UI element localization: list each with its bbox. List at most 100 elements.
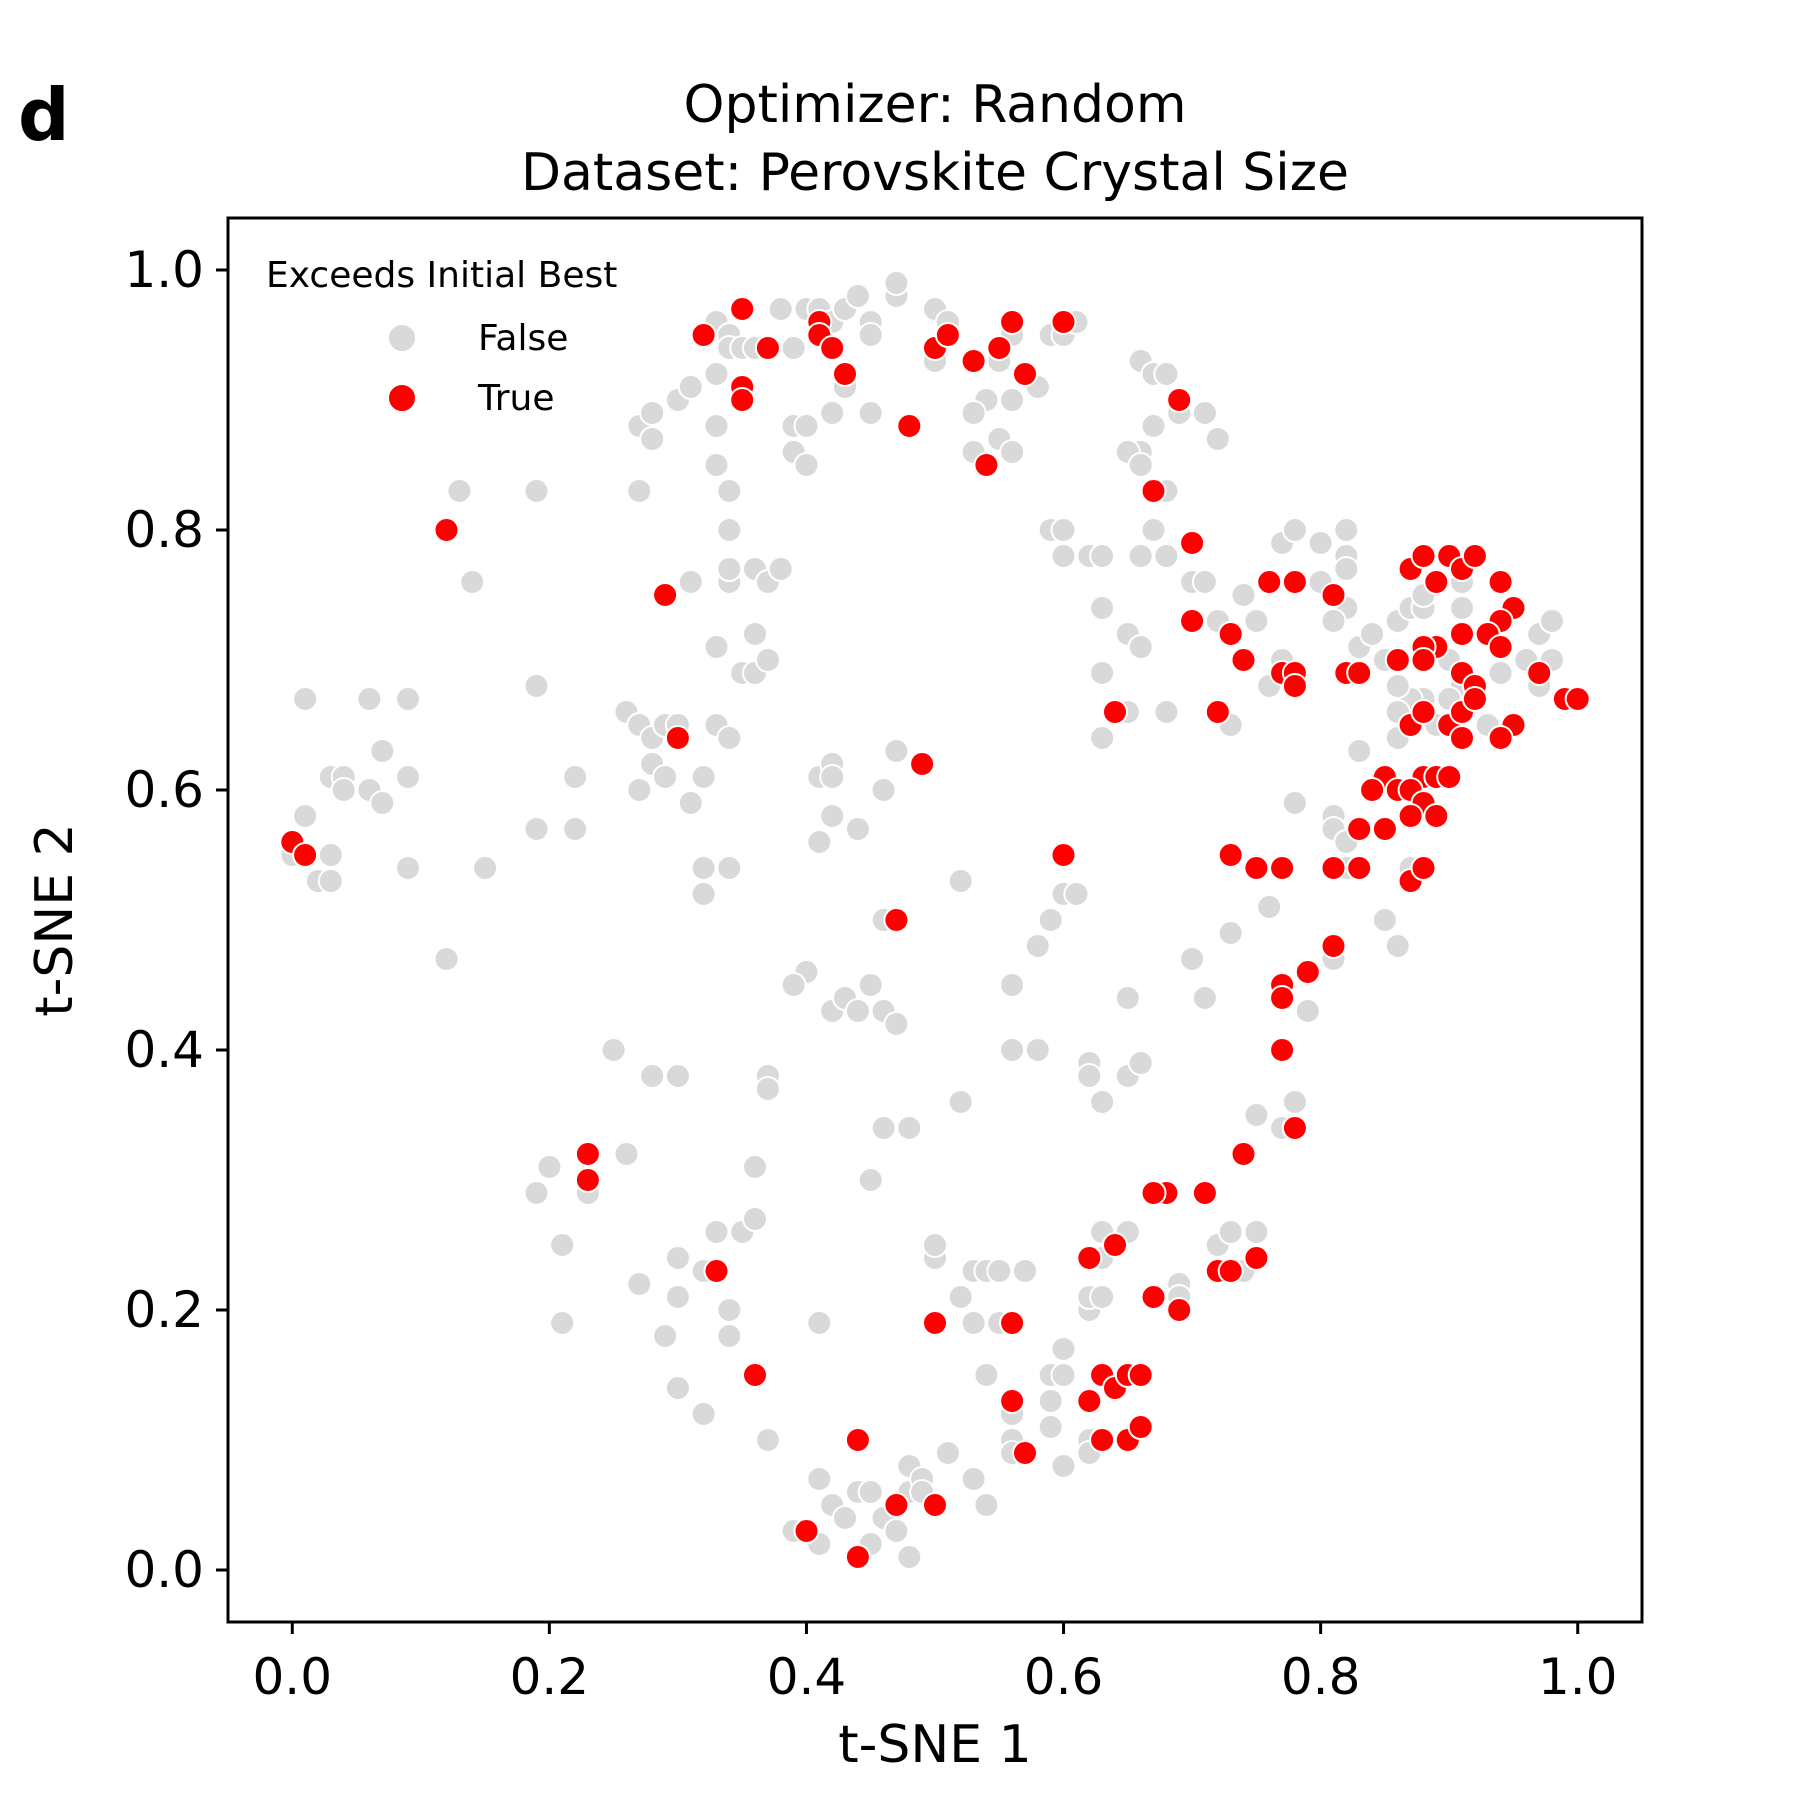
point-false-50	[742, 621, 768, 647]
point-false-250	[716, 1323, 743, 1349]
point-true-75	[1436, 764, 1463, 790]
point-false-293	[1037, 1414, 1064, 1440]
point-true-71	[1359, 777, 1386, 803]
point-true-39	[1050, 842, 1077, 868]
x-tick-label-5: 1.0	[1538, 1648, 1618, 1706]
point-false-143	[1359, 621, 1386, 647]
point-false-242	[703, 1219, 730, 1245]
point-true-17	[973, 452, 1000, 478]
point-false-16	[472, 855, 499, 881]
point-false-217	[819, 764, 846, 790]
point-false-121	[1191, 569, 1218, 595]
point-false-76	[883, 270, 910, 296]
point-true-90	[1294, 959, 1321, 985]
point-true-25	[1179, 608, 1206, 634]
point-true-88	[1269, 855, 1296, 881]
point-false-15	[395, 855, 421, 881]
point-false-259	[806, 1466, 833, 1492]
point-false-94	[960, 400, 987, 426]
point-true-79	[1397, 803, 1424, 829]
point-false-170	[1487, 660, 1514, 686]
point-false-210	[896, 1115, 923, 1141]
point-true-86	[1217, 842, 1244, 868]
point-true-24	[1179, 530, 1206, 556]
point-true-101	[1140, 1284, 1167, 1310]
point-true-92	[1269, 985, 1296, 1011]
point-true-22	[1166, 387, 1193, 413]
point-false-55	[677, 374, 704, 400]
chart-title-line-2: Dataset: Perovskite Crystal Size	[521, 143, 1349, 203]
point-false-241	[742, 1206, 768, 1232]
point-false-104	[1140, 413, 1167, 439]
point-true-63	[1410, 699, 1437, 725]
point-true-78	[1423, 803, 1450, 829]
point-true-67	[1449, 725, 1475, 751]
point-true-96	[1191, 1180, 1218, 1206]
point-false-254	[754, 1427, 781, 1453]
y-tick-label-4: 0.8	[124, 501, 204, 559]
point-false-285	[973, 1362, 1000, 1388]
point-false-19	[523, 478, 550, 504]
legend: Exceeds Initial Best False True	[266, 255, 617, 419]
point-false-39	[716, 855, 743, 881]
point-true-110	[742, 1362, 768, 1388]
panel-label: d	[18, 73, 70, 157]
x-tick-label-1: 0.2	[510, 1648, 590, 1706]
legend-marker-true	[387, 383, 417, 413]
point-false-253	[690, 1401, 717, 1427]
point-true-2	[433, 517, 460, 543]
point-false-14	[317, 868, 344, 894]
point-true-42	[1410, 543, 1437, 569]
point-true-111	[922, 1310, 948, 1336]
point-false-209	[947, 1089, 974, 1115]
point-false-211	[870, 1115, 897, 1141]
point-true-4	[690, 322, 717, 348]
point-true-26	[1217, 621, 1244, 647]
point-false-118	[1140, 517, 1167, 543]
point-true-23	[1140, 478, 1167, 504]
point-false-103	[1153, 361, 1180, 387]
point-true-55	[1410, 647, 1437, 673]
point-false-134	[1281, 517, 1308, 543]
point-false-46	[703, 634, 730, 660]
point-true-102	[1166, 1297, 1193, 1323]
point-false-202	[999, 1037, 1026, 1063]
point-false-277	[947, 1284, 974, 1310]
point-false-42	[716, 556, 743, 582]
point-false-249	[652, 1323, 679, 1349]
point-false-0	[292, 686, 319, 712]
point-false-77	[857, 322, 884, 348]
point-false-114	[1050, 543, 1077, 569]
point-true-115	[1076, 1388, 1103, 1414]
point-true-127	[922, 1492, 948, 1518]
point-false-31	[626, 777, 653, 803]
point-true-8	[754, 335, 781, 361]
point-false-234	[754, 1076, 781, 1102]
point-false-270	[896, 1544, 923, 1570]
point-false-273	[973, 1492, 1000, 1518]
point-false-212	[857, 1167, 884, 1193]
point-true-32	[1281, 569, 1308, 595]
point-false-182	[1371, 907, 1398, 933]
point-true-47	[1487, 569, 1514, 595]
point-false-231	[639, 1063, 666, 1089]
point-false-269	[934, 1440, 961, 1466]
point-true-59	[1526, 660, 1553, 686]
point-false-136	[1333, 517, 1360, 543]
point-false-307	[1217, 1219, 1244, 1245]
point-true-95	[1230, 1141, 1257, 1167]
point-true-61	[1564, 686, 1591, 712]
point-false-292	[1037, 1388, 1064, 1414]
point-false-56	[703, 413, 730, 439]
point-false-3	[369, 738, 396, 764]
point-false-135	[1307, 530, 1334, 556]
point-false-284	[1012, 1258, 1038, 1284]
point-true-66	[1461, 686, 1488, 712]
point-false-57	[703, 452, 730, 478]
point-true-16	[960, 348, 987, 374]
point-false-127	[1089, 725, 1116, 751]
point-false-264	[883, 1518, 910, 1544]
point-false-106	[1191, 400, 1218, 426]
y-axis-ticks: 0.0 0.2 0.4 0.6 0.8 1.0	[124, 241, 228, 1599]
